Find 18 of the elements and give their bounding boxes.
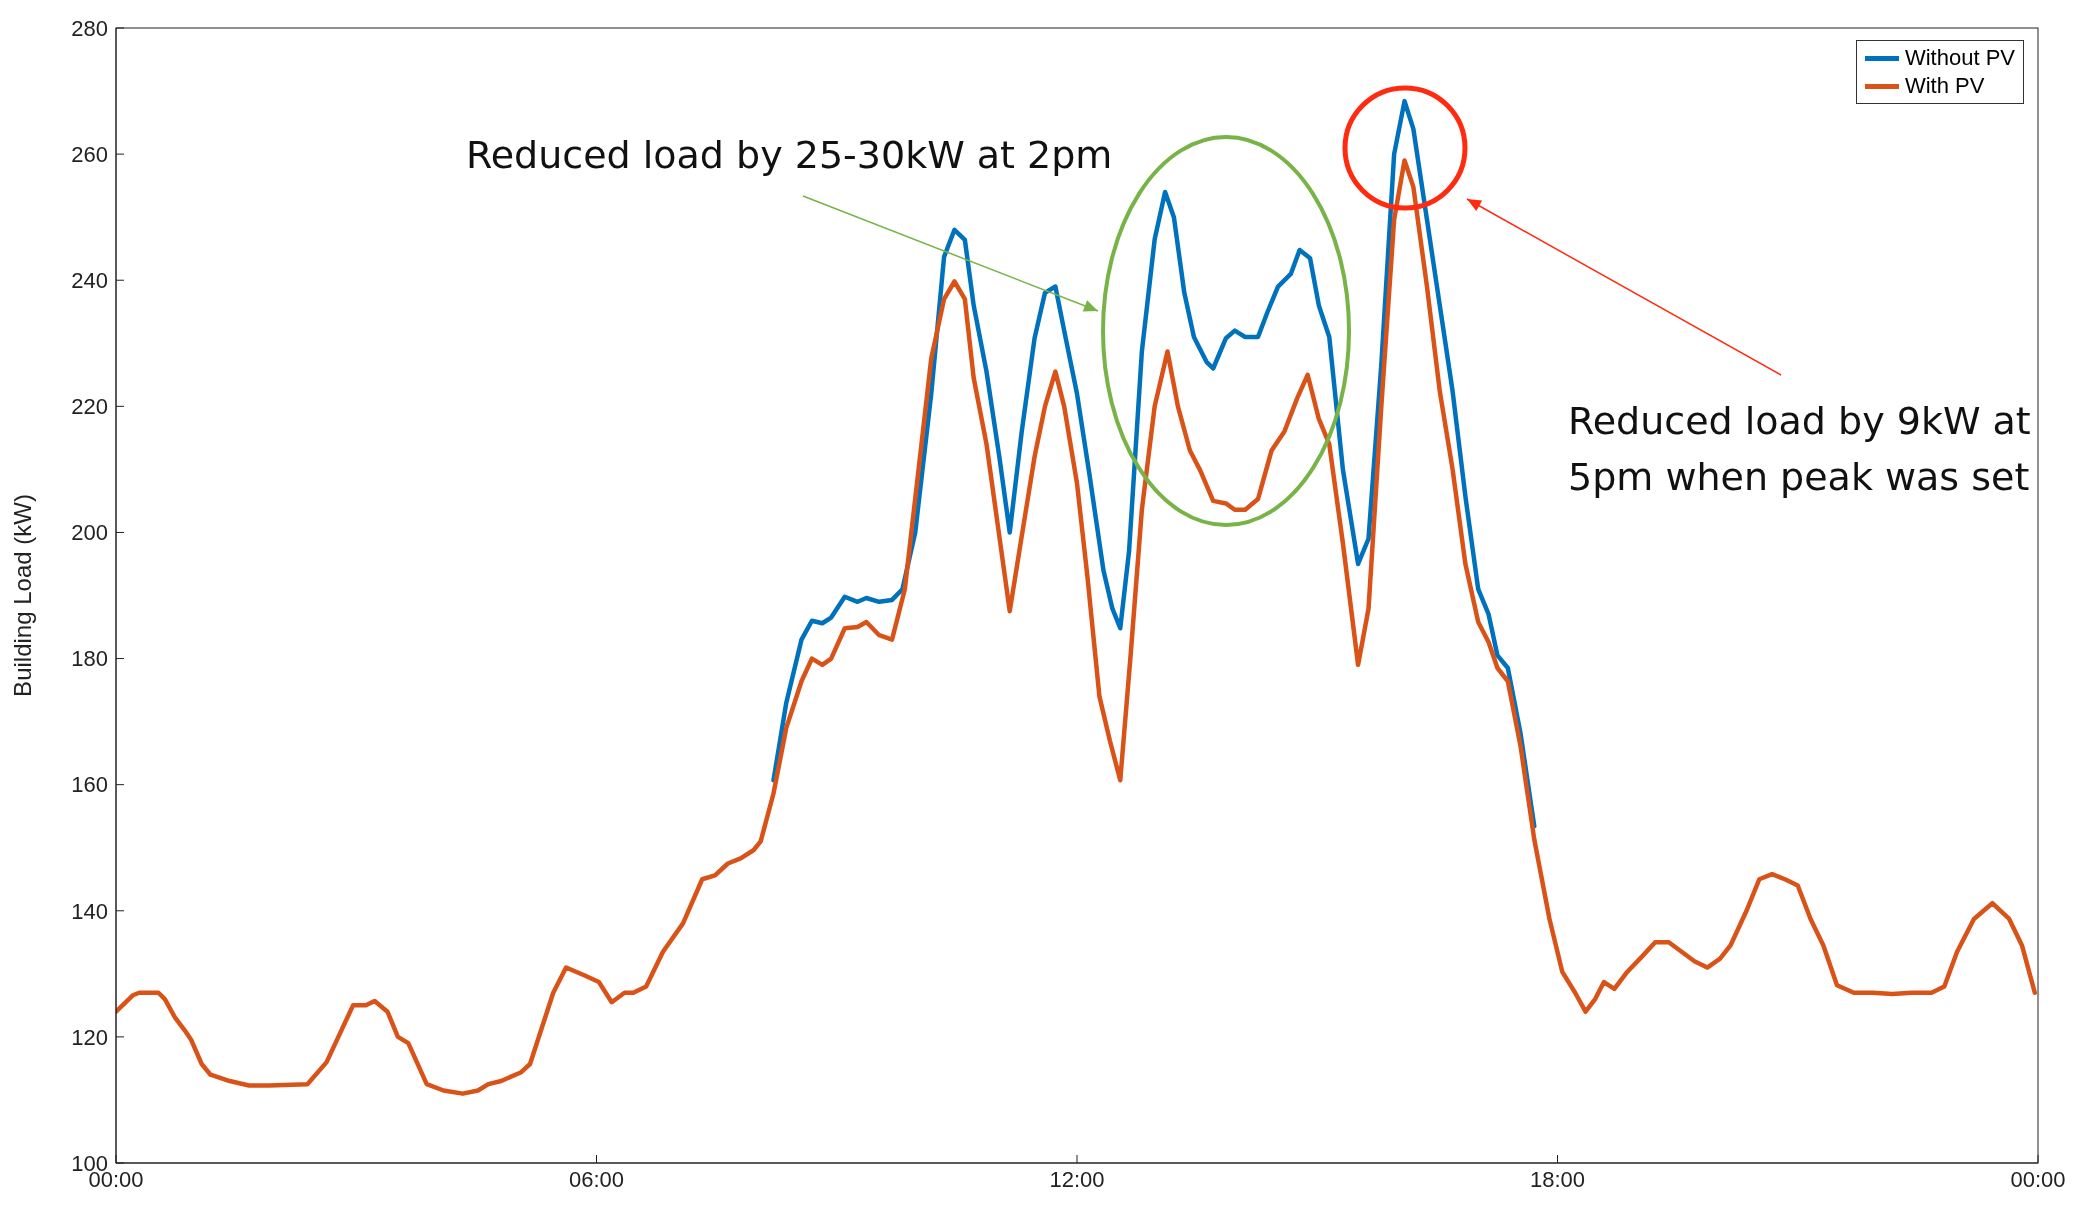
y-tick-label: 220 bbox=[71, 394, 108, 420]
y-axis-title: Building Load (kW) bbox=[8, 494, 36, 697]
y-tick-label: 140 bbox=[71, 898, 108, 924]
y-tick-label: 200 bbox=[71, 520, 108, 546]
x-tick-label: 12:00 bbox=[1049, 1166, 1105, 1192]
x-tick-label: 00:00 bbox=[2010, 1166, 2066, 1192]
legend-label: Without PV bbox=[1904, 44, 2015, 72]
y-tick-label: 260 bbox=[71, 141, 108, 167]
y-tick-label: 240 bbox=[71, 268, 108, 294]
y-tick-label: 160 bbox=[71, 772, 108, 798]
x-tick-label: 18:00 bbox=[1529, 1166, 1586, 1192]
y-tick-label: 180 bbox=[71, 646, 108, 672]
annotation: Reduced load by 9kW at 5pm when peak was set bbox=[1568, 398, 2032, 501]
annotation: Reduced load by 25-30kW at 2pm bbox=[466, 133, 1113, 177]
legend-label: With PV bbox=[1904, 72, 1985, 100]
x-tick-label: 06:00 bbox=[568, 1166, 625, 1192]
y-tick-label: 120 bbox=[71, 1024, 108, 1050]
y-tick-label: 280 bbox=[71, 15, 108, 41]
